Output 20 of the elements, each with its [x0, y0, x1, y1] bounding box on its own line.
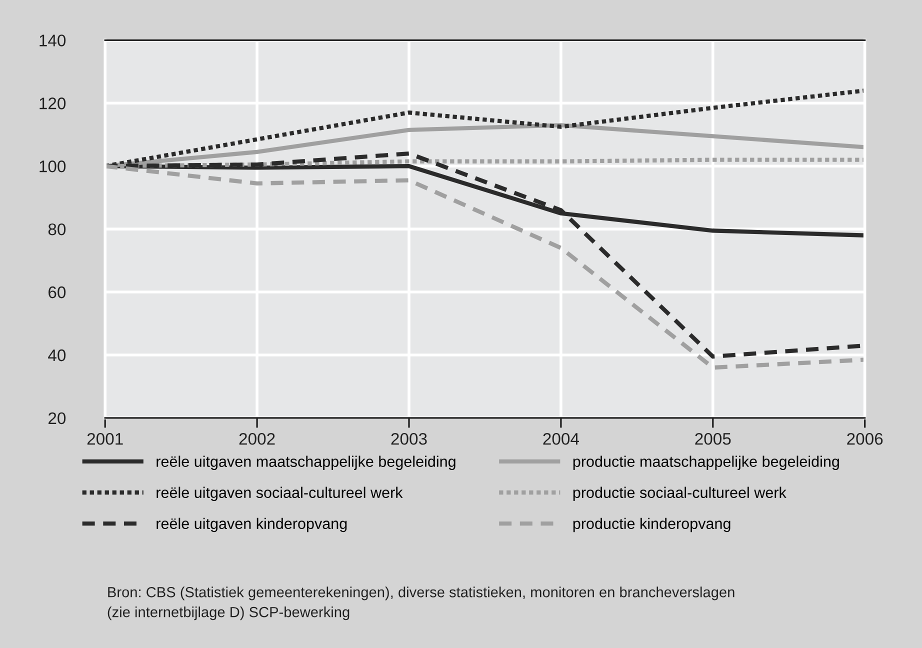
legend-label: reële uitgaven sociaal-cultureel werk [156, 486, 403, 502]
y-tick-label: 40 [48, 349, 66, 362]
text: Bron: CBS (Statistiek gemeenterekeningen), diverse statistieken, monitoren en brancheverslagen (zie internetbijlage D) SCP-bewerking [108, 586, 734, 620]
legend-label: productie maatschappelijke begeleiding [573, 456, 839, 470]
x-tick-label: 2005 [695, 432, 731, 445]
y-tick-label: 80 [48, 223, 66, 236]
y-tick-label: 140 [40, 34, 66, 46]
legend-label: reële uitgaven maatschappelijke begeleiding [156, 456, 456, 470]
x-tick-label: 2004 [543, 432, 579, 445]
legend-label: productie sociaal-cultureel werk [573, 486, 786, 502]
y-tick-label: 100 [40, 160, 66, 172]
x-tick-label: 2003 [391, 432, 427, 445]
y-tick-label: 120 [40, 98, 66, 110]
x-tick-label: 2006 [847, 432, 883, 445]
legend-label: reële uitgaven kinderopvang [156, 518, 347, 532]
legend-label: productie kinderopvang [573, 518, 730, 532]
y-tick-label: 60 [48, 286, 66, 298]
y-tick-label: 20 [48, 412, 66, 424]
x-tick-label: 2002 [239, 432, 275, 445]
x-tick-label: 2001 [87, 432, 123, 445]
